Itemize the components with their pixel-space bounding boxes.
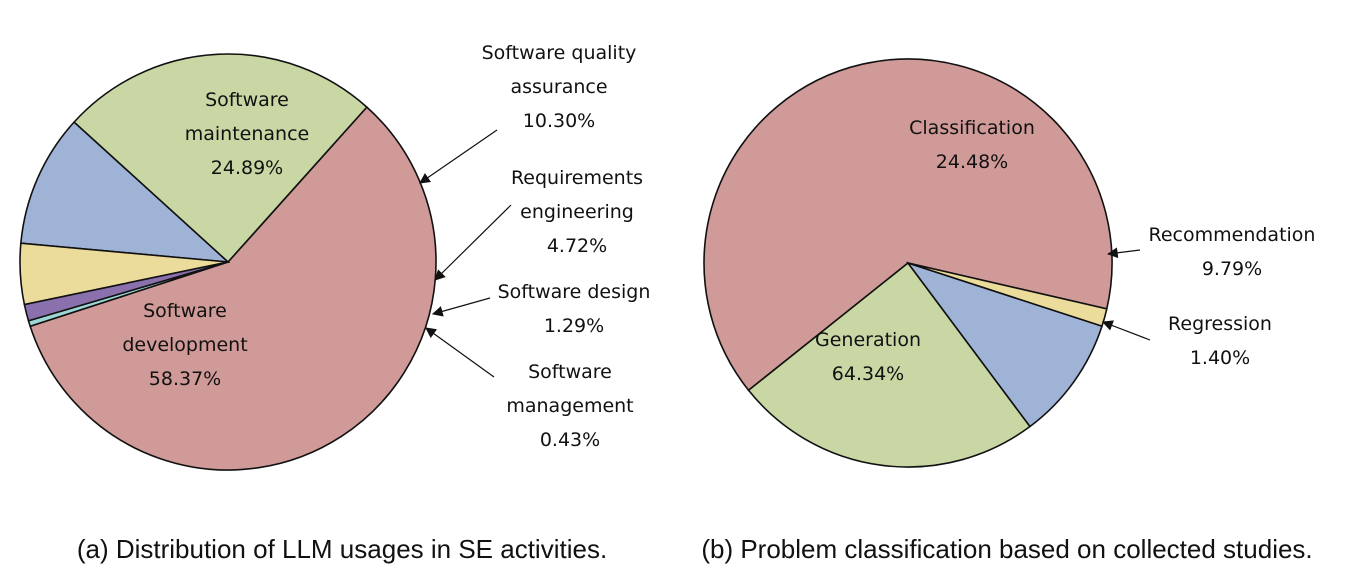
- slice-label-software-development-value: 58.37%: [149, 368, 221, 390]
- slice-label-software-management-line: management: [506, 395, 633, 417]
- pie-slice-software-quality-assurance: [19, 120, 231, 264]
- pie-slice-regression: [907, 262, 1108, 328]
- slice-label-software-management-line: Software: [528, 361, 612, 383]
- pie-slice-software-development: [29, 105, 437, 471]
- pie-chart-problem-classification: Generation 64.34% Classification 24.48% Reco…: [703, 58, 1316, 468]
- pie-slice-software-maintenance: [72, 53, 368, 264]
- slice-label-software-maintenance-line: Software: [205, 89, 289, 111]
- slice-label-software-quality-assurance-line: assurance: [510, 76, 607, 98]
- slice-label-software-design-value: 1.29%: [544, 315, 604, 337]
- caption-a: (a) Distribution of LLM usages in SE act…: [77, 534, 607, 564]
- slice-label-software-design-line: Software design: [498, 281, 651, 303]
- slice-label-software-quality-assurance-value: 10.30%: [523, 110, 595, 132]
- slice-label-generation-line: Generation: [815, 329, 921, 351]
- leader-line-software-management: [425, 327, 495, 378]
- pie-slice-classification: [747, 261, 1032, 468]
- slice-label-classification: Classification 24.48%: [909, 117, 1035, 173]
- leader-line-requirements-engineering: [434, 204, 512, 281]
- slice-label-recommendation: Recommendation 9.79%: [1149, 224, 1316, 280]
- slice-label-regression: Regression 1.40%: [1168, 313, 1272, 369]
- slice-label-classification-value: 24.48%: [936, 151, 1008, 173]
- leader-line-software-quality-assurance: [419, 129, 498, 184]
- slice-label-software-quality-assurance-line: Software quality: [482, 42, 637, 64]
- slice-label-software-management: Software management 0.43%: [506, 361, 633, 451]
- slice-label-requirements-engineering-value: 4.72%: [547, 235, 607, 257]
- pie-slice-generation: [703, 58, 1113, 392]
- leader-line-regression: [1101, 320, 1151, 341]
- slice-label-classification-line: Classification: [909, 117, 1035, 139]
- pie-slice-recommendation: [905, 261, 1103, 428]
- slice-label-requirements-engineering: Requirements engineering 4.72%: [511, 167, 643, 257]
- slice-label-software-maintenance-value: 24.89%: [211, 157, 283, 179]
- slice-label-generation-value: 64.34%: [832, 363, 904, 385]
- slice-label-software-maintenance: Software maintenance 24.89%: [185, 89, 309, 179]
- slice-label-recommendation-line: Recommendation: [1149, 224, 1316, 246]
- slice-label-software-design: Software design 1.29%: [498, 281, 651, 337]
- slice-label-software-management-value: 0.43%: [540, 429, 600, 451]
- slice-label-regression-value: 1.40%: [1190, 347, 1250, 369]
- leader-line-recommendation: [1106, 247, 1141, 259]
- slice-label-recommendation-value: 9.79%: [1202, 258, 1262, 280]
- slice-label-software-maintenance-line: maintenance: [185, 123, 309, 145]
- slice-label-generation: Generation 64.34%: [815, 329, 921, 385]
- pie-slice-software-management: [27, 261, 229, 328]
- slice-label-software-development-line: Software: [143, 300, 227, 322]
- slice-label-software-quality-assurance: Software quality assurance 10.30%: [482, 42, 637, 132]
- pie-chart-se-activities: Software development 58.37% Software mainten…: [19, 42, 651, 471]
- leader-line-software-design: [431, 297, 491, 317]
- slice-label-software-development-line: development: [122, 334, 247, 356]
- slice-label-regression-line: Regression: [1168, 313, 1272, 335]
- slice-label-software-development: Software development 58.37%: [122, 300, 247, 390]
- slice-label-requirements-engineering-line: engineering: [520, 201, 634, 223]
- caption-b: (b) Problem classification based on coll…: [701, 534, 1312, 564]
- slice-label-requirements-engineering-line: Requirements: [511, 167, 643, 189]
